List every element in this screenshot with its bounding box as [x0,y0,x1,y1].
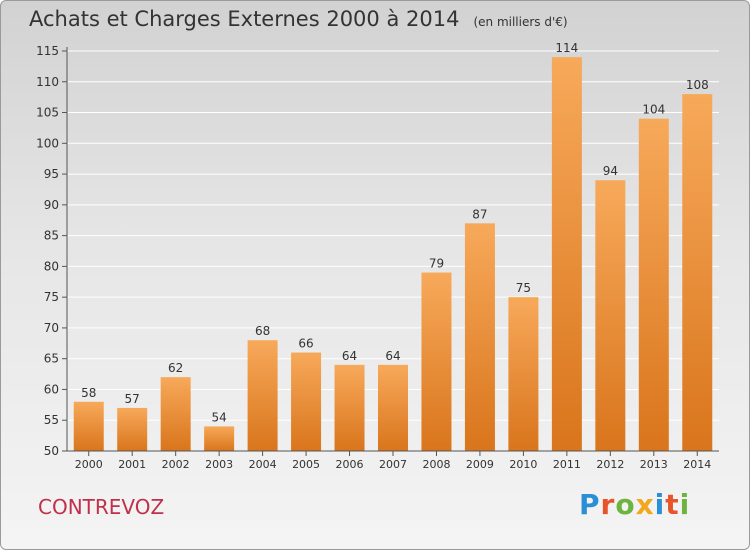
data-label: 58 [81,386,96,400]
axes [66,47,719,452]
logo-letter: r [600,488,616,521]
data-label: 79 [429,257,444,271]
y-tick-label: 75 [44,290,59,304]
data-label: 104 [642,103,665,117]
logo-letter: o [615,488,636,521]
x-tick-label: 2002 [162,458,190,471]
x-tick-label: 2000 [75,458,103,471]
y-tick-label: 95 [44,167,59,181]
data-label: 108 [686,78,709,92]
y-tick-label: 90 [44,198,59,212]
bar [464,223,495,451]
proxiti-logo: Proxiti [579,488,690,521]
x-tick-label: 2003 [205,458,233,471]
bar [160,377,191,451]
x-tick-label: 2008 [422,458,450,471]
bar [247,340,278,451]
data-labels: 58 57 62 54 68 66 64 64 79 87 75 114 94 104 108 [81,41,709,424]
x-tick-label: 2004 [249,458,277,471]
data-label: 64 [342,349,357,363]
data-label: 54 [211,410,226,424]
y-tick-label: 80 [44,259,59,273]
logo-letter: x [635,488,655,521]
bar [421,272,452,451]
bar [334,364,365,451]
x-tick-label: 2012 [596,458,624,471]
bars [73,57,713,452]
bar [378,364,408,451]
title-unit: (en milliers d'€) [473,15,568,29]
data-label: 66 [298,337,313,351]
y-tick-label: 100 [36,136,59,150]
y-tick-label: 85 [44,229,59,243]
y-tick-label: 110 [36,75,59,89]
data-label: 87 [472,207,487,221]
bar [291,352,322,451]
x-tick-label: 2005 [292,458,320,471]
bar [204,426,235,451]
bar [117,407,148,451]
y-tick-label: 70 [44,321,59,335]
x-tick-label: 2001 [118,458,146,471]
bar [551,57,582,452]
x-tick-label: 2009 [466,458,494,471]
y-axis-ticks: 50 55 60 65 70 75 80 85 90 95 100 105 110 115 [36,44,67,458]
chart-title: Achats et Charges Externes 2000 à 2014 (e… [29,7,568,31]
x-tick-label: 2013 [640,458,668,471]
bar [508,297,539,451]
bar [595,180,626,451]
data-label: 57 [125,392,140,406]
commune-name: CONTREVOZ [38,495,165,519]
x-tick-label: 2011 [553,458,581,471]
bar [682,94,713,452]
logo-letter: i [679,488,691,521]
data-label: 75 [516,281,531,295]
y-tick-label: 50 [44,444,59,458]
logo-letter: t [665,488,680,521]
data-label: 94 [603,164,618,178]
bar [73,401,104,451]
y-tick-label: 105 [36,106,59,120]
y-tick-label: 115 [36,44,59,58]
x-axis-ticks: 2000 2001 2002 2003 2004 2005 2006 2007 2008 2009… [75,451,711,471]
x-tick-label: 2007 [379,458,407,471]
x-tick-label: 2010 [509,458,537,471]
data-label: 68 [255,324,270,338]
bar [638,118,669,451]
logo-letter: P [579,488,601,521]
y-tick-label: 65 [44,352,59,366]
data-label: 62 [168,361,183,375]
logo-letter: i [654,488,666,521]
data-label: 114 [555,41,578,55]
title-text: Achats et Charges Externes 2000 à 2014 [29,7,460,31]
data-label: 64 [385,349,400,363]
x-tick-label: 2006 [336,458,364,471]
y-tick-label: 55 [44,413,59,427]
x-tick-label: 2014 [683,458,711,471]
y-tick-label: 60 [44,382,59,396]
